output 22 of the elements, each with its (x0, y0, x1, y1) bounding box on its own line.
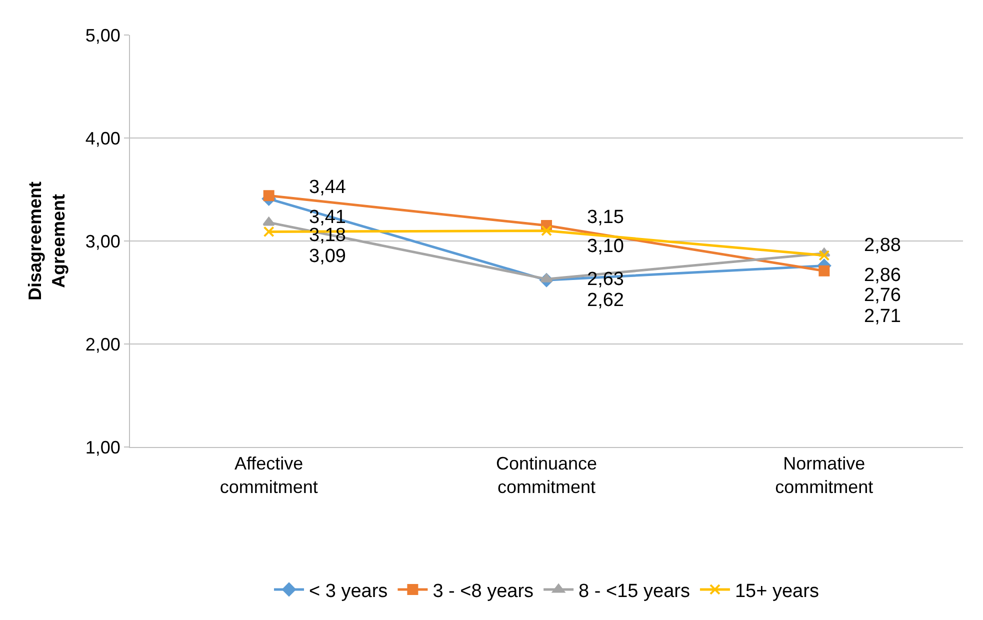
data-label: 3,10 (587, 236, 624, 257)
data-label: 2,86 (864, 265, 901, 286)
y-tick-label: 5,00 (85, 25, 120, 46)
data-label: 3,44 (309, 177, 346, 198)
data-label: 2,62 (587, 290, 624, 311)
data-label: 3,15 (587, 207, 624, 228)
legend-label: 8 - <15 years (578, 580, 690, 602)
data-label: 2,88 (864, 235, 901, 256)
legend-label: 3 - <8 years (432, 580, 534, 602)
data-label: 3,09 (309, 246, 346, 267)
legend-label: < 3 years (309, 580, 388, 602)
y-tick-label: 1,00 (85, 437, 120, 458)
y-tick-label: 3,00 (85, 231, 120, 252)
data-label: 2,71 (864, 306, 901, 327)
legend-label: 15+ years (734, 580, 819, 602)
y-tick-label: 2,00 (85, 334, 120, 354)
x-tick-label: Affective commitment (220, 454, 318, 497)
y-tick-label: 4,00 (85, 128, 120, 148)
x-tick-label: Normative commitment (775, 454, 874, 497)
y-axis-title: Disagreement Agreement (25, 181, 69, 301)
x-tick-label: Continuance commitment (496, 454, 598, 497)
data-label: 2,76 (864, 285, 901, 306)
